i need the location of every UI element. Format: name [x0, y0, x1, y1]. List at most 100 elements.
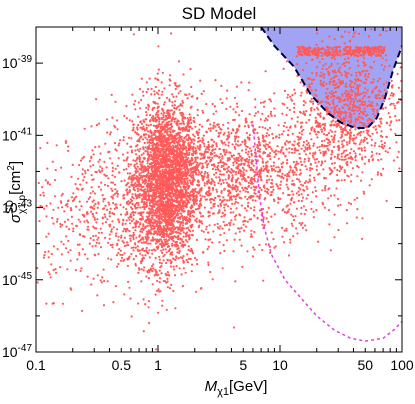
data-point [231, 128, 235, 131]
data-point [203, 152, 206, 155]
data-point [161, 246, 164, 249]
data-point [178, 183, 181, 186]
data-point [134, 264, 137, 267]
data-point [182, 231, 185, 234]
data-point [64, 247, 68, 250]
data-point [152, 267, 155, 270]
data-point [162, 248, 165, 251]
data-point [152, 117, 155, 120]
data-point [182, 73, 185, 76]
data-point [176, 142, 179, 145]
data-point [247, 201, 250, 204]
data-point [99, 188, 103, 191]
data-point [190, 263, 194, 266]
data-point [308, 169, 312, 172]
data-point [178, 150, 181, 153]
data-point [111, 212, 114, 215]
data-point [285, 227, 288, 230]
data-point [116, 128, 119, 131]
data-point [272, 238, 275, 241]
data-point [302, 205, 305, 208]
data-point [271, 149, 274, 152]
data-point [132, 238, 135, 241]
data-point [184, 135, 188, 138]
data-point [146, 147, 149, 150]
data-point [333, 37, 336, 41]
data-point [274, 170, 277, 173]
data-point [203, 206, 206, 209]
data-point [180, 178, 183, 181]
data-point [172, 95, 175, 98]
data-point [141, 215, 144, 218]
data-point [211, 241, 214, 244]
data-point [175, 179, 178, 182]
data-point [238, 181, 241, 184]
data-point [319, 79, 322, 83]
data-point [221, 157, 224, 160]
data-point [95, 171, 98, 174]
data-point [233, 238, 236, 241]
data-point [129, 297, 132, 300]
data-point [288, 208, 291, 211]
data-point [209, 151, 213, 154]
data-point [153, 106, 156, 109]
data-point [145, 201, 148, 204]
data-point [54, 168, 57, 172]
data-point [217, 195, 220, 198]
data-point [42, 256, 46, 259]
data-point [229, 207, 233, 210]
data-point [261, 248, 264, 252]
data-point [192, 142, 196, 145]
data-point [246, 190, 249, 194]
data-point [95, 98, 98, 101]
data-point [67, 145, 70, 148]
data-point [74, 183, 77, 186]
data-point [173, 217, 176, 220]
data-point [95, 221, 98, 224]
data-point [176, 251, 179, 254]
data-point [192, 162, 195, 165]
data-point [156, 168, 159, 172]
data-point [250, 235, 253, 238]
data-point [282, 177, 285, 180]
data-point [175, 243, 178, 246]
data-point [241, 157, 244, 160]
data-point [165, 274, 168, 277]
data-point [361, 217, 364, 220]
data-point [139, 212, 142, 215]
data-point [146, 159, 149, 163]
data-point [135, 236, 138, 239]
data-point [256, 143, 259, 147]
data-point [186, 97, 189, 100]
data-point [231, 186, 235, 189]
data-point [144, 235, 147, 238]
data-point [184, 93, 187, 96]
data-point [129, 172, 132, 175]
data-point [296, 120, 299, 123]
data-point [140, 174, 143, 177]
data-point [232, 194, 235, 198]
data-point [154, 77, 157, 80]
data-point [161, 71, 164, 74]
data-point [268, 98, 271, 101]
data-point [227, 193, 230, 196]
data-point [179, 191, 182, 194]
data-point [244, 207, 247, 210]
data-point [182, 267, 185, 270]
data-point [142, 169, 145, 172]
data-point [120, 256, 124, 259]
data-point [306, 193, 309, 197]
data-point [105, 166, 108, 169]
data-point [93, 227, 96, 230]
data-point [134, 185, 137, 188]
data-point [261, 126, 264, 129]
data-point [233, 145, 236, 149]
data-point [238, 196, 241, 199]
data-point [127, 136, 131, 139]
data-point [101, 169, 104, 172]
data-point [132, 258, 135, 261]
data-point [86, 228, 89, 231]
data-point [152, 248, 156, 251]
data-point [156, 274, 159, 277]
data-point [156, 156, 159, 159]
